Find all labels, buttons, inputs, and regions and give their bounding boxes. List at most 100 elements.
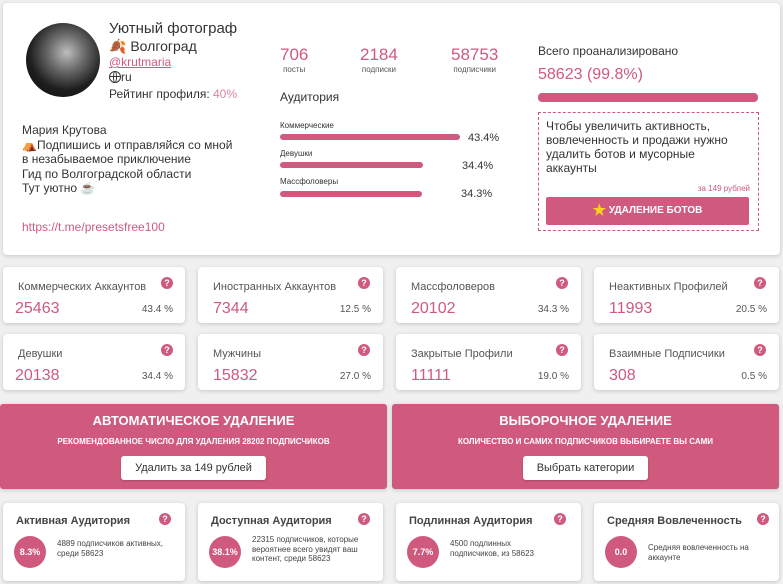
metric-percent: 34.4 % (141, 371, 173, 382)
audience-card[interactable]: Активная Аудитория ? 8.3% 4889 подписчик… (3, 503, 185, 581)
metric-value: 308 (609, 367, 636, 384)
metric-percent: 12.5 % (339, 304, 371, 315)
help-icon[interactable]: ? (554, 513, 566, 525)
stat-posts: 706 посты (280, 45, 308, 74)
metric-percent: 20.5 % (735, 304, 767, 315)
metric-card[interactable]: Мужчины ? 15832 27.0 % (198, 334, 383, 390)
metric-value: 15832 (213, 367, 258, 384)
auto-delete-subtitle: РЕКОМЕНДОВАННОЕ ЧИСЛО ДЛЯ УДАЛЕНИЯ 28202… (57, 437, 330, 446)
analyzed-bar (538, 93, 758, 102)
audience-card-value: 7.7% (407, 536, 439, 568)
star-icon: ★ (592, 202, 607, 219)
metric-value: 20138 (15, 367, 60, 384)
stat-value: 58753 (451, 45, 499, 64)
audience-card-desc: 22315 подписчиков, которые вероятнее все… (252, 535, 359, 563)
metric-value: 20102 (411, 300, 456, 317)
metric-title: Девушки (18, 348, 63, 360)
help-icon[interactable]: ? (754, 277, 766, 289)
audience-row-label: Девушки (280, 149, 313, 158)
help-icon[interactable]: ? (757, 513, 769, 525)
audience-row-percent: 43.4% (468, 132, 500, 144)
profile-card: Уютный фотограф 🍂 Волгоград @krutmaria r… (3, 3, 780, 255)
stat-value: 2184 (360, 45, 398, 64)
metric-percent: 34.3 % (537, 304, 569, 315)
leaf-icon: 🍂 (109, 38, 127, 54)
audience-card[interactable]: Доступная Аудитория ? 38.1% 22315 подпис… (198, 503, 383, 581)
audience-row-label: Массфоловеры (280, 177, 339, 186)
metric-card[interactable]: Неактивных Профилей ? 11993 20.5 % (594, 267, 779, 323)
audience-title: Аудитория (280, 90, 340, 104)
profile-handle-link[interactable]: @krutmaria (109, 55, 172, 69)
bots-price: за 149 рублей (697, 184, 750, 193)
help-icon[interactable]: ? (159, 513, 171, 525)
metric-title: Мужчины (213, 348, 262, 360)
metric-percent: 43.4 % (141, 304, 173, 315)
auto-delete-title: АВТОМАТИЧЕСКОЕ УДАЛЕНИЕ (92, 413, 295, 428)
metric-title: Иностранных Аккаунтов (213, 281, 337, 293)
avatar[interactable] (26, 23, 100, 97)
selective-delete-title: ВЫБОРОЧНОЕ УДАЛЕНИЕ (499, 413, 672, 428)
metric-card[interactable]: Иностранных Аккаунтов ? 7344 12.5 % (198, 267, 383, 323)
audience-card-title: Подлинная Аудитория (409, 515, 533, 527)
audience-row-percent: 34.4% (462, 160, 494, 172)
lang-text: ru (121, 70, 132, 84)
metric-percent: 19.0 % (537, 371, 569, 382)
stat-following: 2184 подписки (360, 45, 398, 74)
metric-card[interactable]: Девушки ? 20138 34.4 % (3, 334, 185, 390)
metric-card[interactable]: Закрытые Профили ? 11111 19.0 % (396, 334, 581, 390)
choose-categories-button[interactable]: Выбрать категории (522, 456, 649, 480)
metric-card[interactable]: Коммерческих Аккаунтов ? 25463 43.4 % (3, 267, 185, 323)
stat-label: подписчики (453, 65, 496, 74)
help-icon[interactable]: ? (556, 277, 568, 289)
audience-card-value: 38.1% (209, 536, 241, 568)
help-icon[interactable]: ? (358, 344, 370, 356)
analyzed-value: 58623 (99.8%) (538, 66, 643, 83)
stat-label: подписки (361, 65, 396, 74)
audience-card-desc: 4889 подписчиков активных, среди 58623 (57, 539, 163, 558)
bio-line: Гид по Волгоградской области (22, 166, 192, 181)
metric-title: Массфоловеров (411, 281, 495, 293)
bots-box: Чтобы увеличить активность, вовлеченност… (538, 112, 759, 231)
audience-row-percent: 34.3% (461, 188, 493, 200)
audience-card-title: Доступная Аудитория (211, 515, 332, 527)
help-icon[interactable]: ? (358, 277, 370, 289)
help-icon[interactable]: ? (358, 513, 370, 525)
help-icon[interactable]: ? (161, 344, 173, 356)
rating-label: Рейтинг профиля: (109, 87, 210, 101)
metric-title: Закрытые Профили (411, 348, 513, 360)
audience-card-title: Активная Аудитория (16, 515, 130, 527)
stat-value: 706 (280, 45, 309, 64)
selective-delete-subtitle: КОЛИЧЕСТВО И САМИХ ПОДПИСЧИКОВ ВЫБИРАЕТЕ… (457, 437, 714, 446)
help-icon[interactable]: ? (754, 344, 766, 356)
audience-card-title: Средняя Вовлеченность (607, 515, 742, 527)
metric-percent: 0.5 % (741, 371, 767, 382)
bio: Мария Крутова ⛺Подпишись и отправляйся с… (22, 123, 232, 196)
audience-card[interactable]: Подлинная Аудитория ? 7.7% 4500 подлинны… (396, 503, 581, 581)
audience-bar (280, 162, 423, 168)
auto-delete-panel: АВТОМАТИЧЕСКОЕ УДАЛЕНИЕ РЕКОМЕНДОВАННОЕ … (0, 404, 387, 489)
remove-bots-label: УДАЛЕНИЕ БОТОВ (608, 205, 703, 216)
audience-card[interactable]: Средняя Вовлеченность ? 0.0 Средняя вовл… (594, 503, 779, 581)
metric-value: 25463 (15, 300, 60, 317)
auto-delete-button[interactable]: Удалить за 149 рублей (121, 456, 266, 480)
audience-card-value: 0.0 (605, 536, 637, 568)
metric-title: Взаимные Подписчики (609, 348, 725, 360)
help-icon[interactable]: ? (161, 277, 173, 289)
metric-value: 11993 (609, 300, 653, 317)
bio-link[interactable]: https://t.me/presetsfree100 (22, 220, 165, 234)
profile-rating: Рейтинг профиля: 40% (109, 87, 237, 101)
audience-bar (280, 134, 460, 140)
rating-value: 40% (213, 87, 238, 101)
bots-text: Чтобы увеличить активность, вовлеченност… (546, 119, 728, 175)
audience-card-value: 8.3% (14, 536, 46, 568)
profile-city: 🍂 Волгоград (109, 38, 197, 55)
bio-line: Тут уютно ☕ (22, 181, 96, 195)
audience-row-label: Коммерческие (280, 121, 334, 130)
help-icon[interactable]: ? (556, 344, 568, 356)
metric-percent: 27.0 % (339, 371, 371, 382)
audience-bar (280, 191, 422, 197)
remove-bots-button[interactable]: ★ УДАЛЕНИЕ БОТОВ (546, 197, 749, 225)
metric-card[interactable]: Массфоловеров ? 20102 34.3 % (396, 267, 581, 323)
metric-card[interactable]: Взаимные Подписчики ? 308 0.5 % (594, 334, 779, 390)
selective-delete-panel: ВЫБОРОЧНОЕ УДАЛЕНИЕ КОЛИЧЕСТВО И САМИХ П… (392, 404, 779, 489)
